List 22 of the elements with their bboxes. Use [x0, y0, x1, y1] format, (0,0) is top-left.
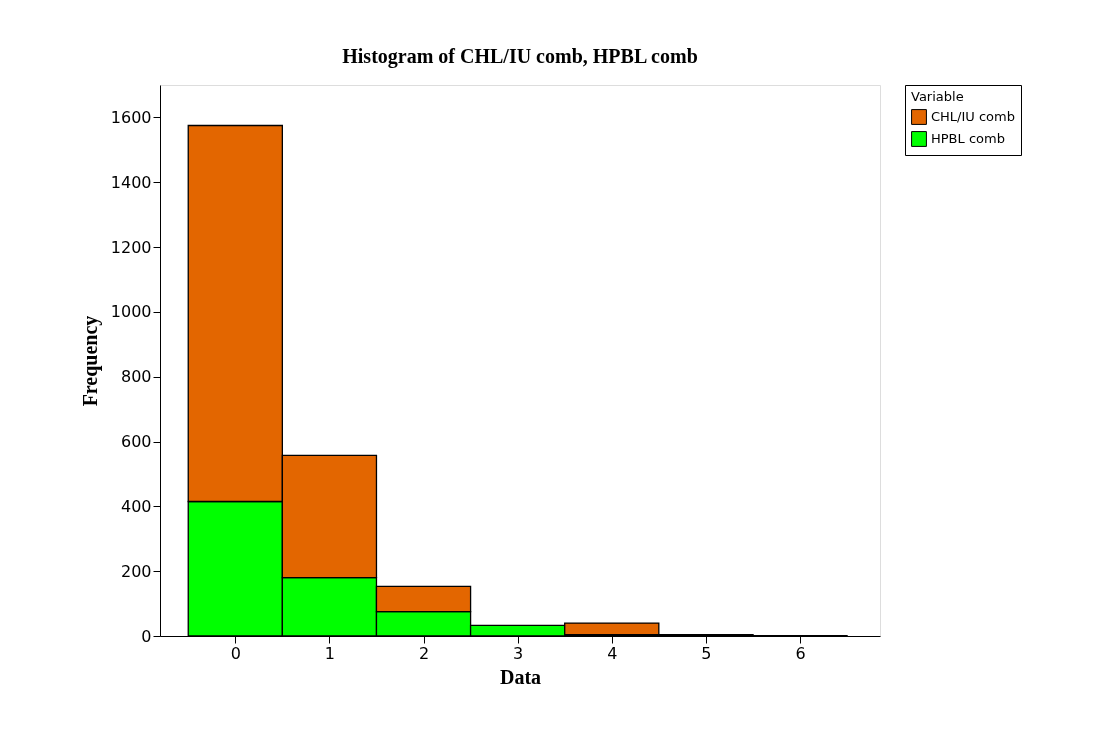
x-tick-label: 6 — [795, 643, 806, 663]
y-tick-label: 800 — [120, 367, 152, 387]
legend-label: HPBL comb — [931, 131, 1005, 146]
x-tick-label: 0 — [230, 643, 241, 663]
chart-title: Histogram of CHL/IU comb, HPBL comb — [342, 44, 698, 68]
x-tick-label: 4 — [607, 643, 618, 663]
y-tick-label: 1200 — [110, 237, 152, 257]
x-tick-label: 5 — [701, 643, 712, 663]
legend-title: Variable — [911, 89, 964, 104]
y-tick-label: 1400 — [110, 172, 152, 192]
y-tick-label: 0 — [141, 626, 152, 646]
x-tick-label: 1 — [324, 643, 336, 663]
x-tick-label: 2 — [418, 643, 430, 663]
y-tick-label: 400 — [120, 496, 152, 516]
legend-label: CHL/IU comb — [931, 109, 1015, 124]
y-axis-title: Frequency — [78, 315, 102, 407]
x-tick-label: 3 — [513, 643, 524, 663]
y-tick-label: 600 — [120, 432, 152, 452]
y-tick-label: 200 — [120, 561, 152, 581]
y-tick-label: 1000 — [110, 302, 152, 322]
x-axis-title: Data — [499, 665, 542, 688]
y-tick-label: 1600 — [110, 107, 152, 127]
